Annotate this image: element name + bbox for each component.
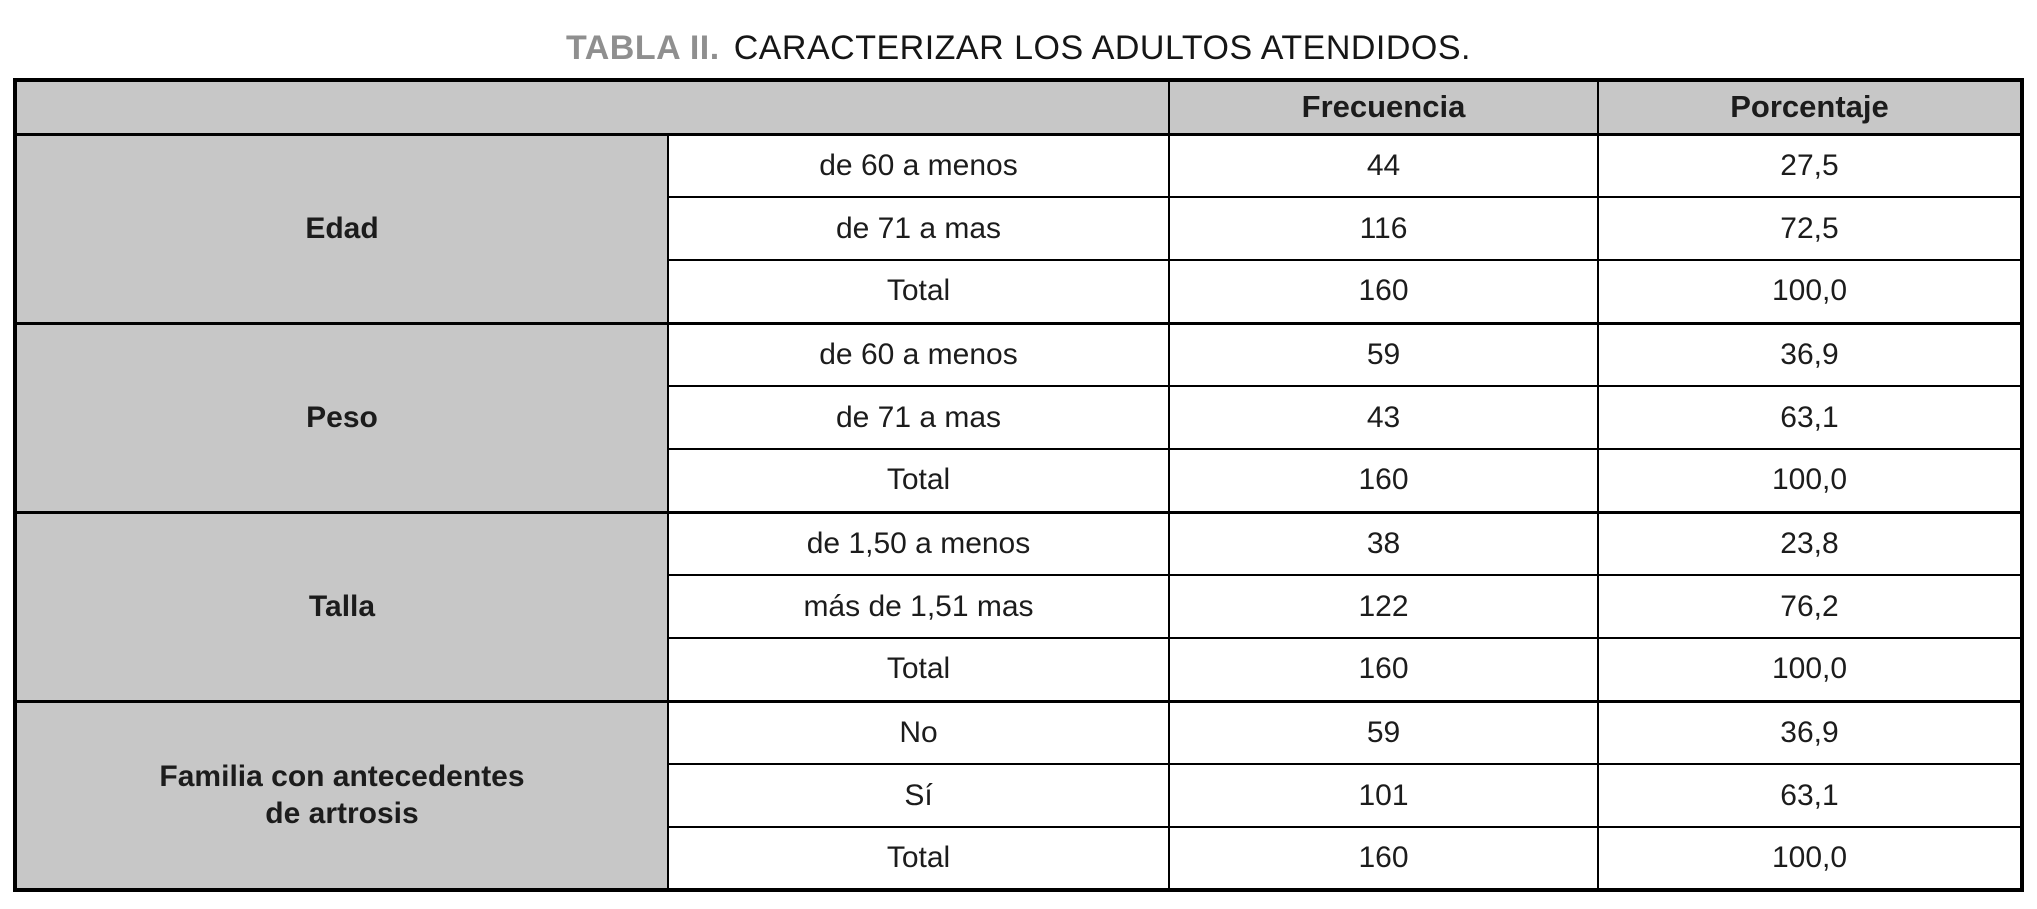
frequency-cell: 160 <box>1168 259 1599 324</box>
row-label-cell: más de 1,51 mas <box>667 574 1170 639</box>
row-label-cell: de 60 a menos <box>667 132 1170 198</box>
percentage-cell: 72,5 <box>1597 196 2023 261</box>
table-row: Peso de 60 a menos 59 36,9 <box>14 321 2023 513</box>
category-cell: Edad <box>14 132 669 324</box>
table-row: Sí 101 63,1 <box>15 763 2023 828</box>
table-row: Total 160 100,0 <box>15 259 2023 324</box>
table-row: Total 160 100,0 <box>15 637 2023 702</box>
frequency-cell: 59 <box>1168 699 1599 765</box>
table-row: de 71 a mas 43 63,1 <box>15 385 2023 450</box>
category-cell: Talla <box>14 510 669 702</box>
frequency-cell: 116 <box>1168 196 1599 261</box>
category-cell: Peso <box>14 321 669 513</box>
frequency-cell: 38 <box>1168 510 1599 576</box>
row-label-cell: Sí <box>667 763 1170 828</box>
table-row: Total 160 100,0 <box>15 448 2023 513</box>
table-caption: TABLA II. CARACTERIZAR LOS ADULTOS ATEND… <box>0 0 2037 78</box>
frequency-cell: 160 <box>1168 637 1599 702</box>
header-row: Frecuencia Porcentaje <box>14 79 2023 135</box>
row-label-cell: Total <box>667 259 1170 324</box>
percentage-cell: 100,0 <box>1597 448 2023 513</box>
percentage-cell: 100,0 <box>1597 637 2023 702</box>
caption-text: CARACTERIZAR LOS ADULTOS ATENDIDOS. <box>733 29 1471 67</box>
percentage-cell: 76,2 <box>1597 574 2023 639</box>
percentage-cell: 63,1 <box>1597 763 2023 828</box>
row-label-cell: No <box>667 699 1170 765</box>
frequency-cell: 59 <box>1168 321 1599 387</box>
row-label-cell: de 1,50 a menos <box>667 510 1170 576</box>
percentage-cell: 36,9 <box>1597 699 2023 765</box>
row-label-cell: de 71 a mas <box>667 196 1170 261</box>
percentage-cell: 36,9 <box>1597 321 2023 387</box>
data-table: Frecuencia Porcentaje Edad de 60 a menos… <box>13 78 2024 892</box>
table-row: Edad de 60 a menos 44 27,5 <box>14 132 2023 324</box>
table-row: Total 160 100,0 <box>15 826 2023 891</box>
frequency-cell: 44 <box>1168 132 1599 198</box>
frequency-cell: 122 <box>1168 574 1599 639</box>
percentage-cell: 27,5 <box>1597 132 2023 198</box>
row-label-cell: de 71 a mas <box>667 385 1170 450</box>
percentage-cell: 100,0 <box>1597 826 2023 891</box>
frequency-header: Frecuencia <box>1168 79 1599 135</box>
caption-label: TABLA II. <box>565 29 720 67</box>
row-label-cell: Total <box>667 826 1170 891</box>
percentage-cell: 23,8 <box>1597 510 2023 576</box>
row-label-cell: de 60 a menos <box>667 321 1170 387</box>
frequency-cell: 101 <box>1168 763 1599 828</box>
table-row: de 71 a mas 116 72,5 <box>15 196 2023 261</box>
percentage-header: Porcentaje <box>1597 79 2023 135</box>
percentage-cell: 63,1 <box>1597 385 2023 450</box>
frequency-cell: 160 <box>1168 826 1599 891</box>
row-label-cell: Total <box>667 448 1170 513</box>
frequency-cell: 43 <box>1168 385 1599 450</box>
percentage-cell: 100,0 <box>1597 259 2023 324</box>
corner-cell <box>14 79 1170 135</box>
table-row: más de 1,51 mas 122 76,2 <box>15 574 2023 639</box>
frequency-cell: 160 <box>1168 448 1599 513</box>
table-row: Talla de 1,50 a menos 38 23,8 <box>14 510 2023 702</box>
row-label-cell: Total <box>667 637 1170 702</box>
table-row: Familia con antecedentes de artrosis No … <box>14 699 2023 891</box>
category-cell: Familia con antecedentes de artrosis <box>14 699 669 891</box>
